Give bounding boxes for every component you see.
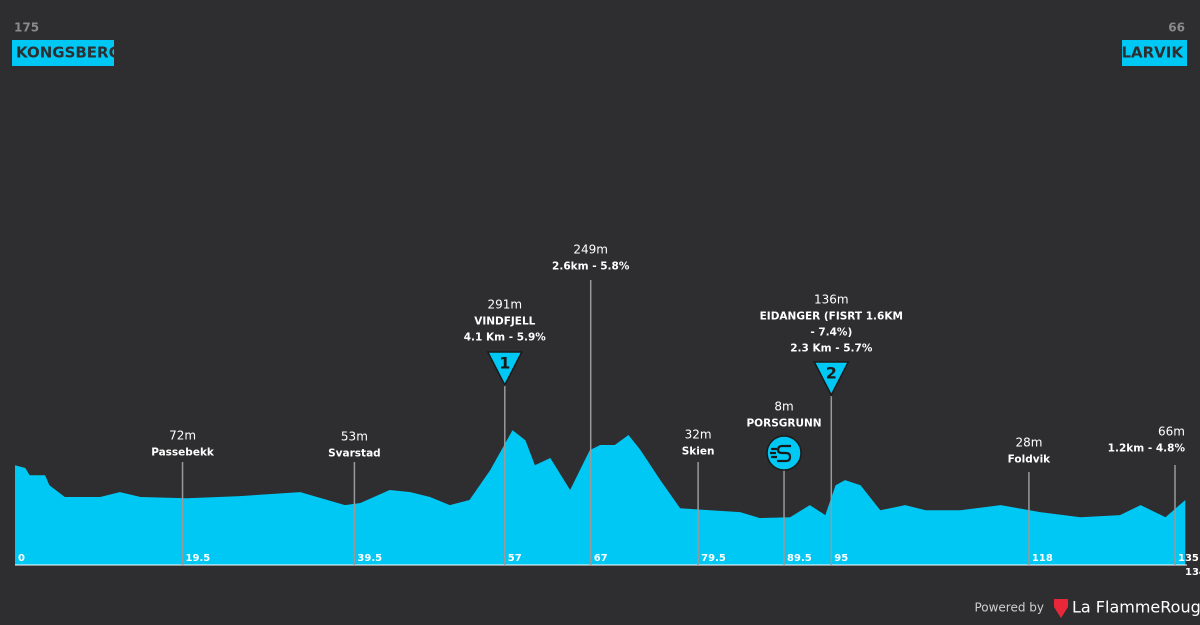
climb-category: 1 — [499, 354, 510, 373]
km-label: 39.5 — [357, 553, 382, 564]
marker-label: Skien — [682, 446, 715, 458]
brand-logo — [1054, 599, 1068, 618]
marker-label: 2.3 Km - 5.7% — [790, 343, 873, 355]
km-label: 79.5 — [701, 553, 726, 564]
km-label: 67 — [594, 553, 608, 564]
altitude: 136m — [814, 293, 849, 307]
altitude: 28m — [1015, 436, 1042, 450]
elevation-area — [15, 430, 1186, 565]
marker-label: Svarstad — [328, 448, 381, 460]
marker-label: 2.6km - 5.8% — [552, 261, 630, 273]
marker-label: EIDANGER (FISRT 1.6KM — [760, 311, 903, 323]
marker-label: PORSGRUNN — [746, 418, 821, 430]
finish-box — [1122, 40, 1187, 66]
altitude: 32m — [685, 428, 712, 442]
marker-label: Passebekk — [151, 447, 215, 459]
marker-label: Foldvik — [1008, 454, 1052, 466]
start-name: KONGSBERG — [16, 44, 121, 62]
km-label: 95 — [834, 553, 848, 564]
altitude: 249m — [573, 243, 608, 257]
km-label: 0 — [18, 553, 25, 564]
start-box — [12, 40, 114, 66]
finish-distance: 134 — [1185, 567, 1200, 578]
powered-by: Powered by — [974, 601, 1044, 615]
marker-label: - 7.4%) — [810, 327, 852, 339]
brand: La FlammeRouge — [1072, 598, 1200, 617]
start-elevation: 175 — [14, 21, 39, 35]
km-label: 89.5 — [787, 553, 812, 564]
altitude: 53m — [341, 430, 368, 444]
sprint-symbol — [770, 444, 792, 463]
km-label: 118 — [1032, 553, 1053, 564]
climb-category: 2 — [826, 364, 837, 383]
marker-label: 4.1 Km - 5.9% — [464, 332, 547, 344]
finish-elevation: 66 — [1168, 21, 1185, 35]
finish-name: LARVIK — [1121, 44, 1184, 62]
altitude: 8m — [774, 400, 793, 414]
km-label: 135 — [1178, 553, 1199, 564]
climb-badge — [486, 351, 524, 387]
marker-label: 1.2km - 4.8% — [1108, 443, 1186, 455]
climb-badge — [813, 361, 850, 397]
km-label: 57 — [508, 553, 522, 564]
altitude: 72m — [169, 429, 196, 443]
altitude: 291m — [487, 298, 522, 312]
marker-label: VINDFJELL — [474, 316, 535, 328]
km-label: 19.5 — [186, 553, 211, 564]
altitude: 66m — [1158, 425, 1185, 439]
